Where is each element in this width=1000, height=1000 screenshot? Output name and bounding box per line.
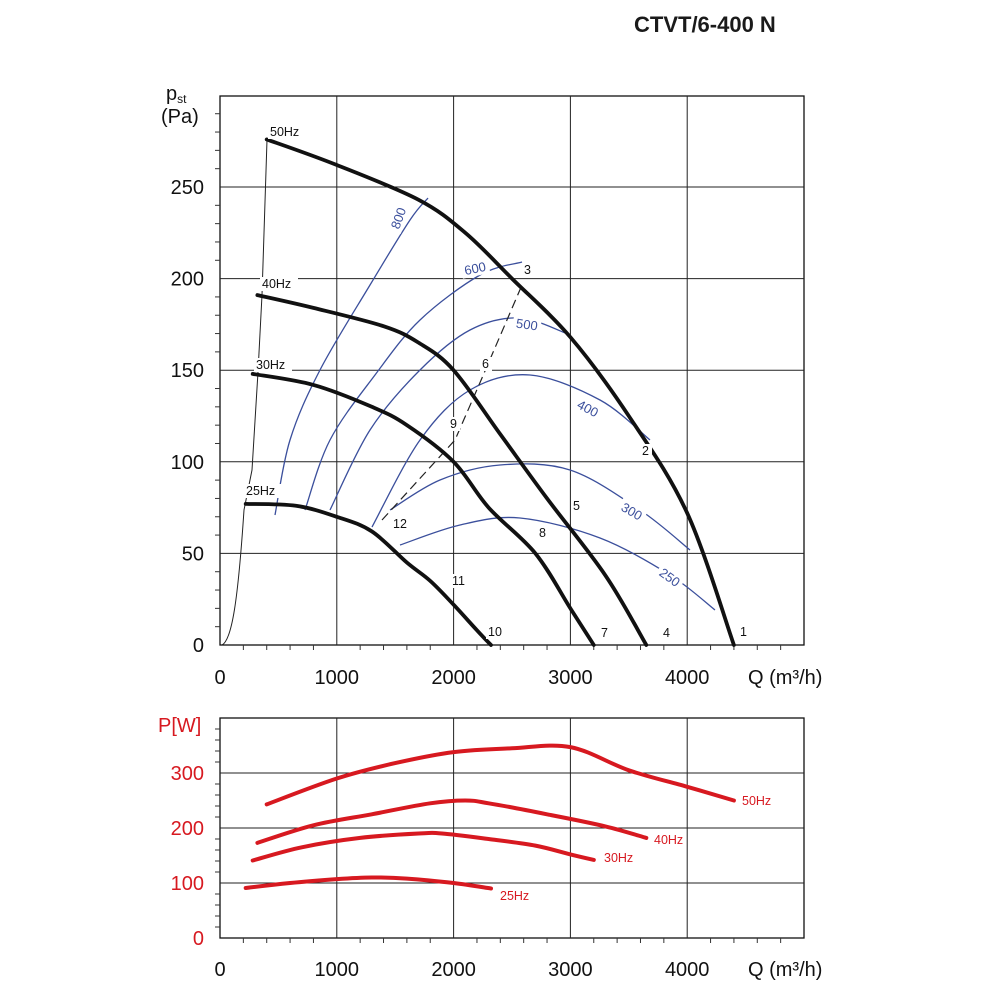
hz-label-bg [244, 484, 282, 498]
system-label-bg [459, 257, 491, 279]
fan-curve-label: 40Hz [262, 277, 291, 291]
y-tick-label: 50 [182, 543, 204, 565]
system-curve-800 [274, 197, 429, 516]
x-tick-label: 0 [214, 667, 225, 689]
point-label: 9 [450, 417, 457, 431]
y-tick-label: 0 [193, 635, 204, 657]
point-label-bg [391, 517, 411, 531]
x-axis-label: Q (m³/h) [748, 667, 822, 689]
power-curve-40Hz [255, 798, 649, 845]
point-label: 10 [488, 625, 502, 639]
point-label: 1 [740, 625, 747, 639]
x-tick-label: 2000 [431, 959, 476, 981]
y-tick-label: 250 [171, 177, 204, 199]
x-tick-label: 2000 [431, 667, 476, 689]
system-curve-label: 500 [515, 316, 539, 334]
y-tick-label: 100 [171, 873, 204, 895]
system-curve-600 [304, 261, 523, 511]
x-tick-label: 3000 [548, 667, 593, 689]
y-axis-label: pst [166, 83, 187, 106]
point-label: 4 [663, 626, 670, 640]
hz-label-bg [268, 125, 306, 139]
left-boundary-curve [221, 139, 268, 646]
system-label-bg [512, 314, 542, 334]
fan-curve-50Hz [264, 137, 736, 647]
point-label: 12 [393, 517, 407, 531]
fan-curve-25Hz [243, 502, 493, 647]
y-tick-label: 200 [171, 818, 204, 840]
x-tick-label: 4000 [665, 959, 710, 981]
y-tick-label: 300 [171, 763, 204, 785]
power-curve-label: 40Hz [654, 833, 683, 847]
power-curve-25Hz [243, 875, 493, 891]
fan-curve-label: 25Hz [246, 484, 275, 498]
hz-label-bg [260, 277, 298, 291]
fan-curve-label: 50Hz [270, 125, 299, 139]
y-axis-unit: (Pa) [161, 106, 199, 128]
y-tick-label: 100 [171, 452, 204, 474]
x-axis-label: Q (m³/h) [748, 959, 822, 981]
point-label-bg [599, 626, 611, 640]
x-tick-label: 3000 [548, 959, 593, 981]
point-label-bg [522, 263, 534, 277]
page-title: CTVT/6-400 N [634, 12, 776, 37]
x-tick-label: 1000 [315, 959, 360, 981]
y-axis-label: P[W] [158, 715, 201, 737]
system-label-bg [385, 202, 411, 234]
power-curve-label: 30Hz [604, 851, 633, 865]
fan-curve-label: 30Hz [256, 358, 285, 372]
power-curve-label: 50Hz [742, 794, 771, 808]
system-curve-300 [389, 463, 691, 551]
point-label: 5 [573, 499, 580, 513]
point-label-bg [738, 625, 750, 639]
point-label: 6 [482, 357, 489, 371]
y-tick-label: 0 [193, 928, 204, 950]
system-curve-label: 600 [463, 259, 487, 278]
power-curve-30Hz [250, 830, 596, 863]
fan-curve-30Hz [250, 372, 596, 647]
point-label-bg [537, 526, 549, 540]
hz-label-bg [254, 358, 292, 372]
point-label: 3 [524, 263, 531, 277]
point-label-bg [571, 499, 583, 513]
x-tick-label: 1000 [315, 667, 360, 689]
point-label-bg [486, 625, 506, 639]
point-label: 7 [601, 626, 608, 640]
system-label-bg [615, 497, 649, 525]
x-tick-label: 0 [214, 959, 225, 981]
point-label-bg [450, 574, 470, 588]
dashed-operating-line [381, 284, 523, 521]
point-label: 2 [642, 444, 649, 458]
system-curve-400 [371, 374, 651, 528]
point-label-bg [480, 357, 492, 371]
y-tick-label: 200 [171, 269, 204, 291]
point-label: 8 [539, 526, 546, 540]
point-label-bg [448, 417, 460, 431]
fan-curve-40Hz [255, 293, 649, 647]
point-label-bg [640, 444, 652, 458]
point-label: 11 [452, 574, 465, 588]
power-curve-50Hz [264, 743, 736, 807]
point-label-bg [661, 626, 673, 640]
system-label-bg [653, 562, 687, 592]
y-tick-label: 150 [171, 360, 204, 382]
system-label-bg [571, 394, 605, 422]
power-curve-label: 25Hz [500, 889, 529, 903]
system-curve-label: 800 [388, 205, 410, 231]
x-tick-label: 4000 [665, 667, 710, 689]
